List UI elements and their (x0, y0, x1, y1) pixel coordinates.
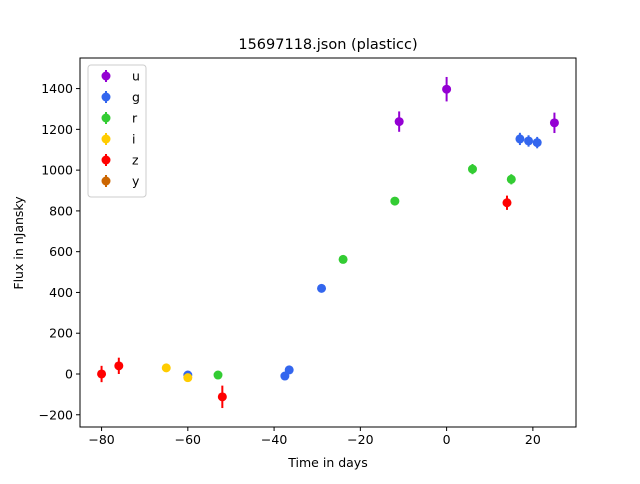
y-tick-label: 400 (49, 285, 73, 300)
legend-marker-r (101, 113, 111, 123)
y-tick-label: 1400 (41, 81, 73, 96)
x-tick-label: −60 (175, 432, 201, 447)
data-point-z (114, 361, 124, 371)
legend-marker-u (101, 71, 111, 81)
y-tick-label: 1200 (41, 122, 73, 137)
x-tick-label: 20 (525, 432, 541, 447)
data-point-u (442, 84, 452, 94)
data-point-g (515, 134, 525, 144)
data-point-g (524, 136, 534, 146)
data-point-i (183, 373, 193, 383)
y-tick-label: 1000 (41, 163, 73, 178)
legend-marker-y (101, 176, 111, 186)
y-tick-label: 0 (65, 366, 73, 381)
data-point-g (317, 283, 327, 293)
legend-marker-z (101, 155, 111, 165)
ticks-layer: −80 −60 −40 −20 0 20−200020040060080010001200… (39, 81, 541, 447)
legend-label-y: y (132, 174, 140, 189)
x-tick-label: −80 (88, 432, 114, 447)
data-point-g (532, 138, 542, 148)
data-point-u (394, 117, 404, 127)
data-point-r (506, 174, 516, 184)
y-tick-label: 200 (49, 326, 73, 341)
y-tick-label: −200 (39, 407, 73, 422)
data-point-z (502, 198, 512, 208)
chart-title: 15697118.json (plasticc) (238, 37, 417, 53)
data-point-r (338, 254, 348, 264)
y-axis-label: Flux in nJansky (11, 196, 26, 290)
x-tick-label: −40 (261, 432, 287, 447)
data-point-i (161, 363, 171, 373)
legend-label-z: z (132, 153, 139, 168)
data-point-z (97, 369, 107, 379)
legend-label-g: g (132, 90, 140, 105)
data-point-g (284, 365, 294, 375)
data-point-r (213, 370, 223, 380)
y-tick-label: 600 (49, 244, 73, 259)
data-point-z (217, 392, 227, 402)
x-axis-label: Time in days (287, 455, 367, 470)
legend-marker-i (101, 134, 111, 144)
legend-marker-g (101, 92, 111, 102)
legend-label-u: u (132, 69, 140, 84)
data-point-r (467, 164, 477, 174)
data-point-u (549, 118, 559, 128)
plot-area-frame (79, 57, 577, 428)
x-tick-label: 0 (443, 432, 451, 447)
legend-label-r: r (132, 111, 138, 126)
legend-label-i: i (132, 132, 135, 147)
y-tick-label: 800 (49, 203, 73, 218)
data-point-r (390, 196, 400, 206)
x-tick-label: −20 (347, 432, 373, 447)
points-layer (97, 76, 559, 409)
